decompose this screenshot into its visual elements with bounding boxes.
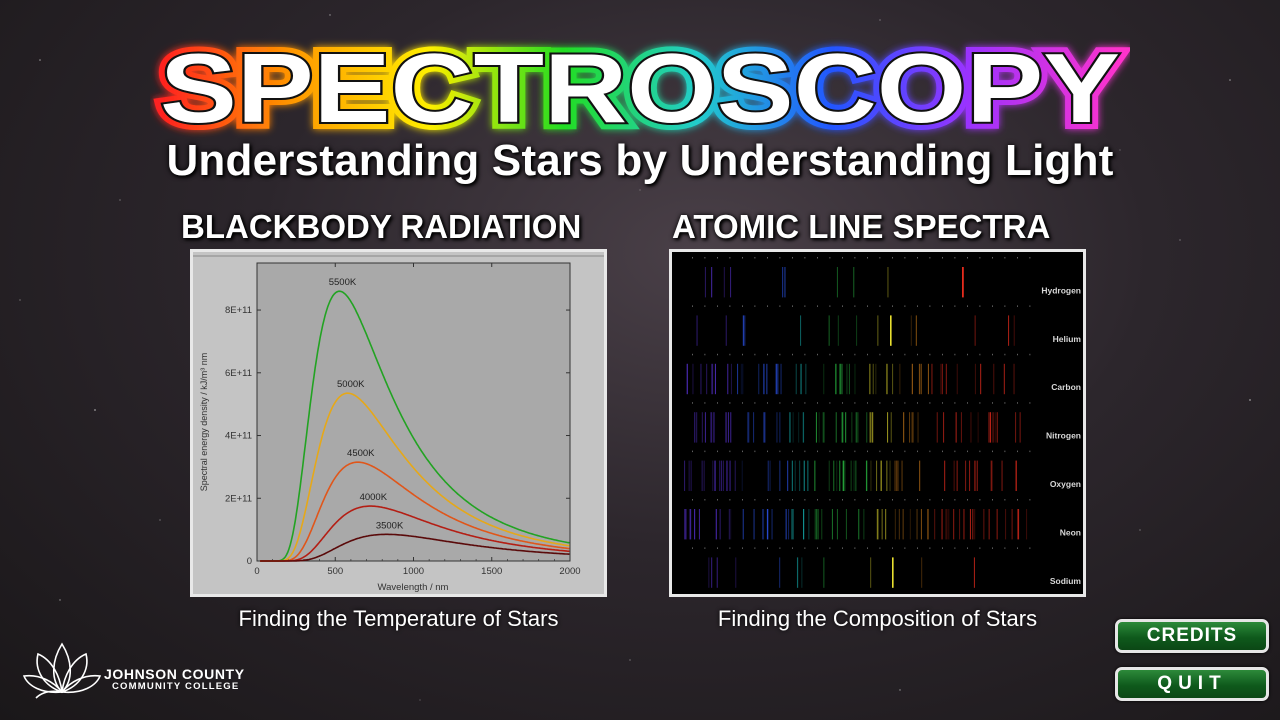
y-tick-label: 0 xyxy=(247,556,252,567)
blackbody-chart: 0 500 1000 1500 2000 0 2E+11 4E+11 6E+11 8E+11 55… xyxy=(193,252,604,594)
series-label-5000K: 5000K xyxy=(337,379,365,390)
curve-4000K xyxy=(260,505,570,562)
blackbody-heading: BLACKBODY RADIATION xyxy=(181,208,582,245)
element-label-nitrogen: Nitrogen xyxy=(1046,431,1081,441)
curve-5500K xyxy=(260,290,570,562)
line-spectra-heading: ATOMIC LINE SPECTRA xyxy=(672,208,1051,245)
svg-text:SPECTROSCOPY: SPECTROSCOPY xyxy=(160,33,1120,140)
element-label-helium: Helium xyxy=(1053,334,1082,344)
curve-5000K xyxy=(260,392,570,562)
y-tick-label: 4E+11 xyxy=(225,431,252,442)
atomic-line-spectra-panel[interactable]: Hydrogen Helium Carbon Nitrogen Oxygen Neon So… xyxy=(669,249,1086,597)
series-label-3500K: 3500K xyxy=(376,520,404,531)
x-tick-label: 2000 xyxy=(559,566,580,577)
x-tick-label: 1000 xyxy=(403,566,424,577)
curve-4500K xyxy=(260,461,570,562)
x-tick-label: 500 xyxy=(327,566,343,577)
blackbody-radiation-panel[interactable]: 0 500 1000 1500 2000 0 2E+11 4E+11 6E+11 8E+11 55… xyxy=(190,249,607,597)
app-title: SPECTROSCOPY SPECTROSCOPY xyxy=(153,30,1127,140)
spectrum-row-helium: Helium xyxy=(692,305,1082,346)
svg-text:SPECTROSCOPY: SPECTROSCOPY xyxy=(160,33,1120,140)
spectrum-row-neon: Neon xyxy=(684,499,1081,540)
element-label-neon: Neon xyxy=(1060,527,1081,537)
series-label-4000K: 4000K xyxy=(360,492,388,503)
y-axis-label: Spectral energy density / kJ/m³ nm xyxy=(199,353,209,492)
element-label-oxygen: Oxygen xyxy=(1050,479,1081,489)
x-axis-label: Wavelength / nm xyxy=(378,582,449,593)
element-label-carbon: Carbon xyxy=(1051,382,1081,392)
spectrum-row-hydrogen: Hydrogen xyxy=(692,257,1081,298)
blackbody-caption: Finding the Temperature of Stars xyxy=(238,606,559,631)
series-label-4500K: 4500K xyxy=(347,448,375,459)
logo-text-line1: JOHNSON COUNTY xyxy=(104,666,245,682)
line-spectra-caption: Finding the Composition of Stars xyxy=(717,606,1038,631)
x-tick-label: 1500 xyxy=(481,566,502,577)
y-tick-label: 2E+11 xyxy=(225,493,252,504)
y-tick-label: 8E+11 xyxy=(225,305,252,316)
spectrum-row-nitrogen: Nitrogen xyxy=(692,402,1081,443)
spectrum-row-carbon: Carbon xyxy=(686,353,1081,395)
college-logo-icon xyxy=(22,642,102,699)
quit-button[interactable]: QUIT xyxy=(1115,667,1269,701)
logo-text-line2: COMMUNITY COLLEGE xyxy=(112,681,240,692)
y-tick-label: 6E+11 xyxy=(225,368,252,379)
element-label-hydrogen: Hydrogen xyxy=(1041,285,1081,295)
series-label-5500K: 5500K xyxy=(329,277,357,288)
element-label-sodium: Sodium xyxy=(1050,576,1082,586)
curve-3500K xyxy=(260,533,570,562)
credits-button[interactable]: CREDITS xyxy=(1115,619,1269,653)
subtitle: Understanding Stars by Understanding Lig… xyxy=(166,136,1114,185)
line-spectra-image: Hydrogen Helium Carbon Nitrogen Oxygen Neon So… xyxy=(672,252,1083,594)
spectrum-row-oxygen: Oxygen xyxy=(684,450,1081,491)
spectrum-row-sodium: Sodium xyxy=(692,547,1082,588)
x-tick-label: 0 xyxy=(254,566,259,577)
